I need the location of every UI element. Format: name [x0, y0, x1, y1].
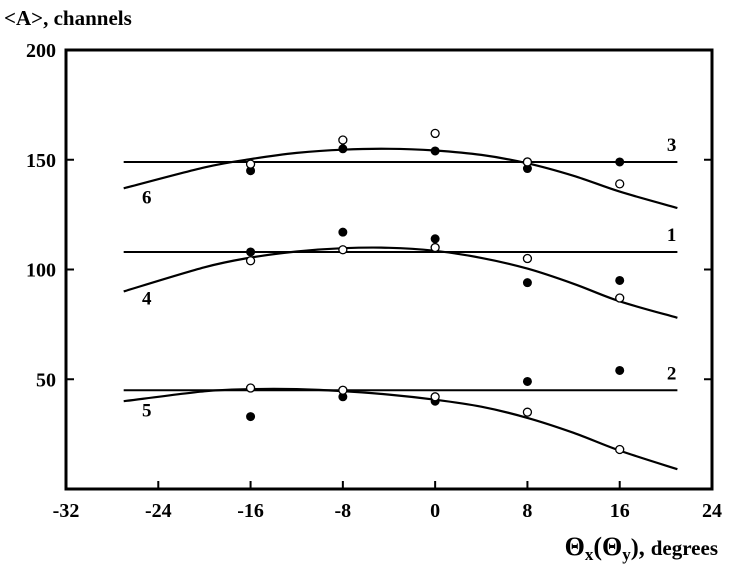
- y-tick-label: 50: [36, 369, 56, 391]
- open-data-point: [522, 253, 533, 264]
- x-tick-label: 16: [610, 500, 630, 522]
- curve-label-3: 3: [667, 135, 677, 156]
- fit-curve-6: [123, 147, 678, 210]
- open-data-point: [522, 157, 533, 167]
- filled-data-point: [246, 247, 256, 257]
- fit-curve-5: [123, 387, 678, 471]
- x-axis-theta: Θ: [565, 532, 585, 561]
- open-data-point: [338, 385, 348, 395]
- filled-data-point: [338, 227, 348, 237]
- open-data-point: [430, 242, 440, 253]
- open-data-point: [245, 383, 256, 393]
- filled-data-point: [430, 146, 440, 156]
- open-data-point: [522, 407, 533, 417]
- open-data-point: [615, 444, 625, 455]
- plot-frame: [64, 48, 714, 491]
- x-tick-label: -24: [145, 500, 172, 522]
- y-tick-label: 150: [26, 150, 56, 172]
- open-data-point: [245, 159, 256, 169]
- filled-data-point: [246, 412, 256, 422]
- curve-label-2: 2: [667, 363, 677, 384]
- open-data-point: [430, 128, 440, 139]
- filled-data-point: [615, 275, 625, 285]
- open-data-point: [615, 293, 625, 303]
- x-axis-sub-y: y: [622, 545, 631, 564]
- x-tick-label: -16: [237, 500, 264, 522]
- curve-label-6: 6: [142, 188, 152, 209]
- open-data-point: [338, 245, 348, 255]
- x-tick-label: -32: [53, 500, 80, 522]
- x-tick-label: 8: [522, 500, 532, 522]
- filled-data-point: [615, 365, 625, 375]
- y-tick-label: 200: [26, 40, 56, 62]
- filled-data-point: [615, 157, 625, 167]
- open-data-point: [338, 135, 348, 145]
- x-axis-paren-close: ),: [631, 535, 645, 561]
- curve-label-1: 1: [667, 225, 677, 246]
- open-data-point: [430, 392, 440, 402]
- fit-curve-4: [123, 246, 678, 319]
- x-axis-paren-open: (Θ: [593, 532, 622, 561]
- filled-data-point: [522, 278, 532, 288]
- filled-data-point: [430, 234, 440, 244]
- x-tick-label: 0: [430, 500, 440, 522]
- x-tick-label: -8: [335, 500, 352, 522]
- x-axis-sub-x: x: [585, 545, 594, 564]
- x-axis-units: degrees: [651, 536, 718, 560]
- open-data-point: [245, 256, 256, 266]
- filled-data-point: [338, 144, 348, 154]
- curve-label-4: 4: [142, 289, 152, 310]
- x-tick-label: 24: [702, 500, 722, 522]
- open-data-point: [615, 179, 625, 189]
- y-tick-label: 100: [26, 260, 56, 282]
- x-axis-title: Θx(Θy), degrees: [565, 532, 718, 564]
- filled-data-point: [522, 376, 532, 386]
- curve-label-5: 5: [142, 401, 152, 422]
- y-axis-title: <A>, channels: [4, 6, 132, 30]
